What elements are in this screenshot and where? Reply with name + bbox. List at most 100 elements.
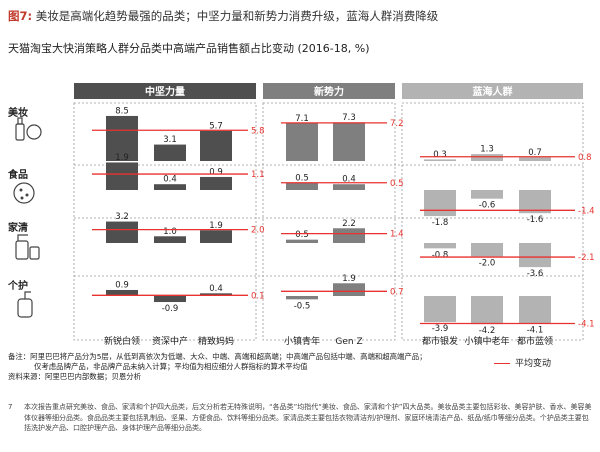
bar-value-label: 0.9	[115, 280, 129, 290]
lipstick-icon	[15, 123, 25, 141]
bar-value-label: -0.9	[162, 304, 179, 314]
bar	[424, 296, 456, 323]
x-category-label: Gen Z	[335, 337, 362, 347]
compact-icon	[26, 124, 42, 140]
average-value-label: -4.1	[578, 319, 595, 329]
bar-value-label: -0.5	[294, 301, 311, 311]
cookie-icon	[13, 182, 35, 204]
bar	[200, 230, 232, 243]
bar-value-label: 7.1	[295, 114, 309, 124]
average-value-label: 1.1	[251, 170, 265, 180]
footnote: 7 本次报告重点研究美妆、食品、家清和个护四大品类，后文分析若无特殊说明，“各品…	[8, 402, 592, 434]
bar-value-label: 7.3	[342, 113, 356, 123]
legend-label: 平均变动	[515, 359, 552, 369]
bar-value-label: 0.5	[295, 173, 309, 183]
footnote-text: 本次报告重点研究美妆、食品、家清和个护四大品类，后文分析若无特殊说明，“各品类”…	[24, 403, 592, 432]
x-category-label: 资深中产	[152, 335, 188, 347]
bar	[519, 157, 551, 161]
row-icon-group	[13, 182, 35, 204]
x-category-label: 新锐白领	[104, 335, 140, 347]
bar-value-label: 0.4	[209, 284, 223, 294]
bar	[471, 190, 503, 199]
bar-value-label: 1.0	[163, 227, 177, 237]
bar-value-label: 1.9	[342, 274, 356, 284]
bar-value-label: -4.2	[479, 326, 496, 336]
cookie-chip	[19, 188, 23, 192]
average-value-label: 7.2	[390, 119, 404, 129]
figure-title: 美妆是高端化趋势最强的品类；中坚力量和新势力消费升级，蓝海人群消费降级	[35, 9, 439, 23]
group-header-3	[402, 83, 583, 99]
bar	[154, 296, 186, 303]
bar-value-label: 0.9	[209, 167, 223, 177]
bar-value-label: -0.8	[432, 250, 449, 260]
page-number: 7	[8, 403, 13, 411]
x-category-label: 都市蓝领	[517, 335, 553, 347]
bar-value-label: 3.2	[115, 212, 129, 222]
bar	[333, 122, 365, 161]
bar	[519, 296, 551, 324]
average-value-label: 0.8	[578, 153, 592, 163]
bar	[424, 159, 456, 161]
bar	[286, 296, 318, 300]
bar-value-label: -4.1	[527, 325, 544, 335]
bar-value-label: 3.1	[163, 135, 177, 145]
group-header-1	[74, 83, 256, 99]
spray-nozzle-icon	[17, 234, 28, 241]
bar-value-label: 1.9	[209, 221, 223, 231]
row-label: 美妆	[8, 106, 28, 119]
group-header-label: 新势力	[314, 85, 344, 98]
bar-value-label: 8.5	[115, 106, 129, 116]
x-category-label: 小镇中老年	[464, 335, 509, 347]
average-value-label: 0.1	[251, 291, 265, 301]
bar	[471, 243, 503, 257]
pump-bottle-icon	[17, 298, 33, 318]
bar	[424, 243, 456, 249]
bar	[106, 162, 138, 190]
bar-value-label: 1.3	[480, 145, 494, 155]
row-label: 食品	[7, 168, 28, 181]
bar-value-label: 0.3	[433, 150, 447, 160]
bar	[333, 228, 365, 243]
average-value-label: 2.0	[251, 226, 265, 236]
bar-value-label: -2.0	[479, 258, 496, 268]
group-header-2	[263, 83, 395, 99]
row-label: 个护	[7, 279, 28, 292]
x-category-label: 都市银发	[422, 335, 458, 347]
note-line-1: 备注：阿里巴巴将产品分为5层，从低到高依次为低端、大众、中端、高端和超高端；中高…	[8, 352, 427, 361]
bar	[519, 243, 551, 268]
bar	[200, 293, 232, 296]
bar-value-label: 0.4	[342, 175, 356, 185]
bar	[286, 239, 318, 243]
bar-value-label: 1.9	[115, 153, 129, 163]
bar	[154, 144, 186, 161]
bar	[154, 236, 186, 243]
group-header-label: 中坚力量	[145, 85, 185, 98]
chart-legend: 平均变动	[494, 356, 551, 369]
average-value-label: -1.4	[578, 206, 595, 216]
chart-title: 天猫淘宝大快消策略人群分品类中高端产品销售额占比变动 (2016-18, %)	[8, 42, 370, 55]
cookie-chip	[20, 196, 24, 200]
chart-notes: 备注：阿里巴巴将产品分为5层，从低到高依次为低端、大众、中端、高端和超高端；中高…	[8, 352, 478, 382]
bar-value-label: -1.8	[432, 218, 449, 228]
bar	[424, 190, 456, 217]
figure-heading: 图7: 美妆是高端化趋势最强的品类；中坚力量和新势力消费升级，蓝海人群消费降级	[8, 8, 438, 24]
x-category-label: 小镇青年	[284, 335, 320, 347]
x-category-label: 精致妈妈	[198, 335, 234, 347]
bar	[471, 154, 503, 161]
bar	[333, 283, 365, 296]
average-value-label: 0.5	[390, 179, 404, 189]
bar	[200, 130, 232, 161]
bar	[286, 182, 318, 190]
row-label: 家清	[8, 221, 28, 234]
source-line: 资料来源：阿里巴巴内部数据；贝恩分析	[8, 372, 142, 381]
pump-head-icon	[24, 291, 31, 299]
legend-swatch	[494, 363, 510, 364]
bar	[333, 184, 365, 190]
bar-value-label: 0.4	[163, 175, 177, 185]
bar	[106, 221, 138, 243]
bar-value-label: -0.6	[479, 201, 496, 211]
average-value-label: 0.7	[390, 287, 404, 297]
figure-number: 图7:	[8, 9, 33, 23]
bar	[154, 184, 186, 190]
row-icon-group	[17, 291, 33, 318]
